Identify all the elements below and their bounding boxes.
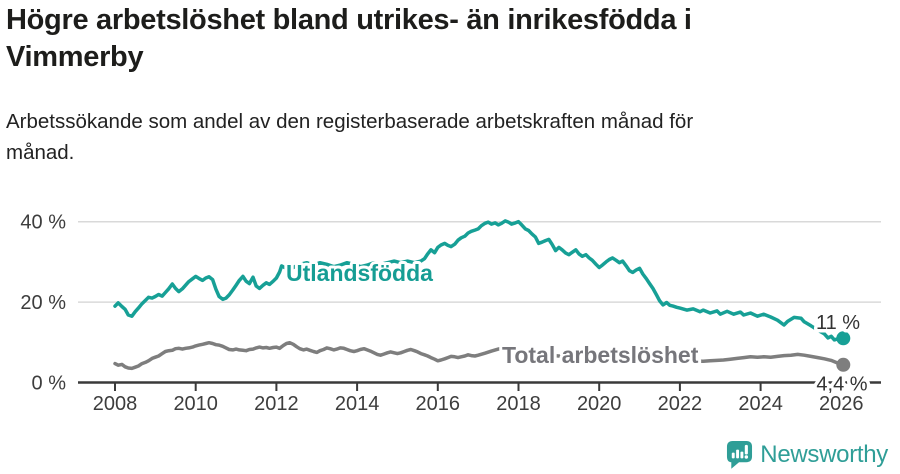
page-title-line1: Högre arbetslöshet bland utrikes- än inr…	[6, 4, 692, 36]
brand-name: Newsworthy	[760, 440, 888, 468]
page-title-line2: Vimmerby	[6, 41, 144, 73]
utlandsfodda-series-label: Utlandsfödda	[286, 260, 433, 286]
page-title: Högre arbetslöshet bland utrikes- än inr…	[6, 2, 692, 76]
total-arbetsloshet-series-label: Total arbetslöshet	[502, 342, 699, 368]
y-axis-label: 0 %	[32, 373, 67, 395]
total-arbetsloshet-end-dot	[836, 357, 851, 372]
utlandsfodda-end-value-label: 11 %	[816, 312, 860, 334]
utlandsfodda-end-dot	[836, 331, 851, 346]
newsworthy-logo: Newsworthy	[726, 440, 888, 469]
total-arbetsloshet-end-value-label: 4,4 %	[816, 374, 867, 396]
page-subtitle-line2: månad.	[6, 141, 75, 164]
x-axis-label: 2024	[738, 393, 783, 415]
x-axis-label: 2010	[173, 393, 218, 415]
total-arbetsloshet-line	[113, 340, 846, 371]
y-axis-label: 40 %	[20, 212, 66, 234]
x-axis-label: 2020	[577, 393, 622, 415]
x-axis-label: 2014	[335, 393, 380, 415]
x-axis-label: 2026	[819, 393, 864, 415]
x-axis-label: 2008	[93, 393, 138, 415]
y-axis-label: 20 %	[20, 292, 66, 314]
page-subtitle: Arbetssökande som andel av den registerb…	[6, 106, 693, 168]
x-axis-label: 2016	[416, 393, 461, 415]
page-subtitle-line1: Arbetssökande som andel av den registerb…	[6, 110, 694, 133]
x-axis-label: 2022	[658, 393, 703, 415]
x-axis-label: 2018	[496, 393, 541, 415]
utlandsfodda-line	[113, 219, 846, 342]
newsworthy-logo-icon	[727, 441, 753, 469]
x-axis-label: 2012	[254, 393, 299, 415]
